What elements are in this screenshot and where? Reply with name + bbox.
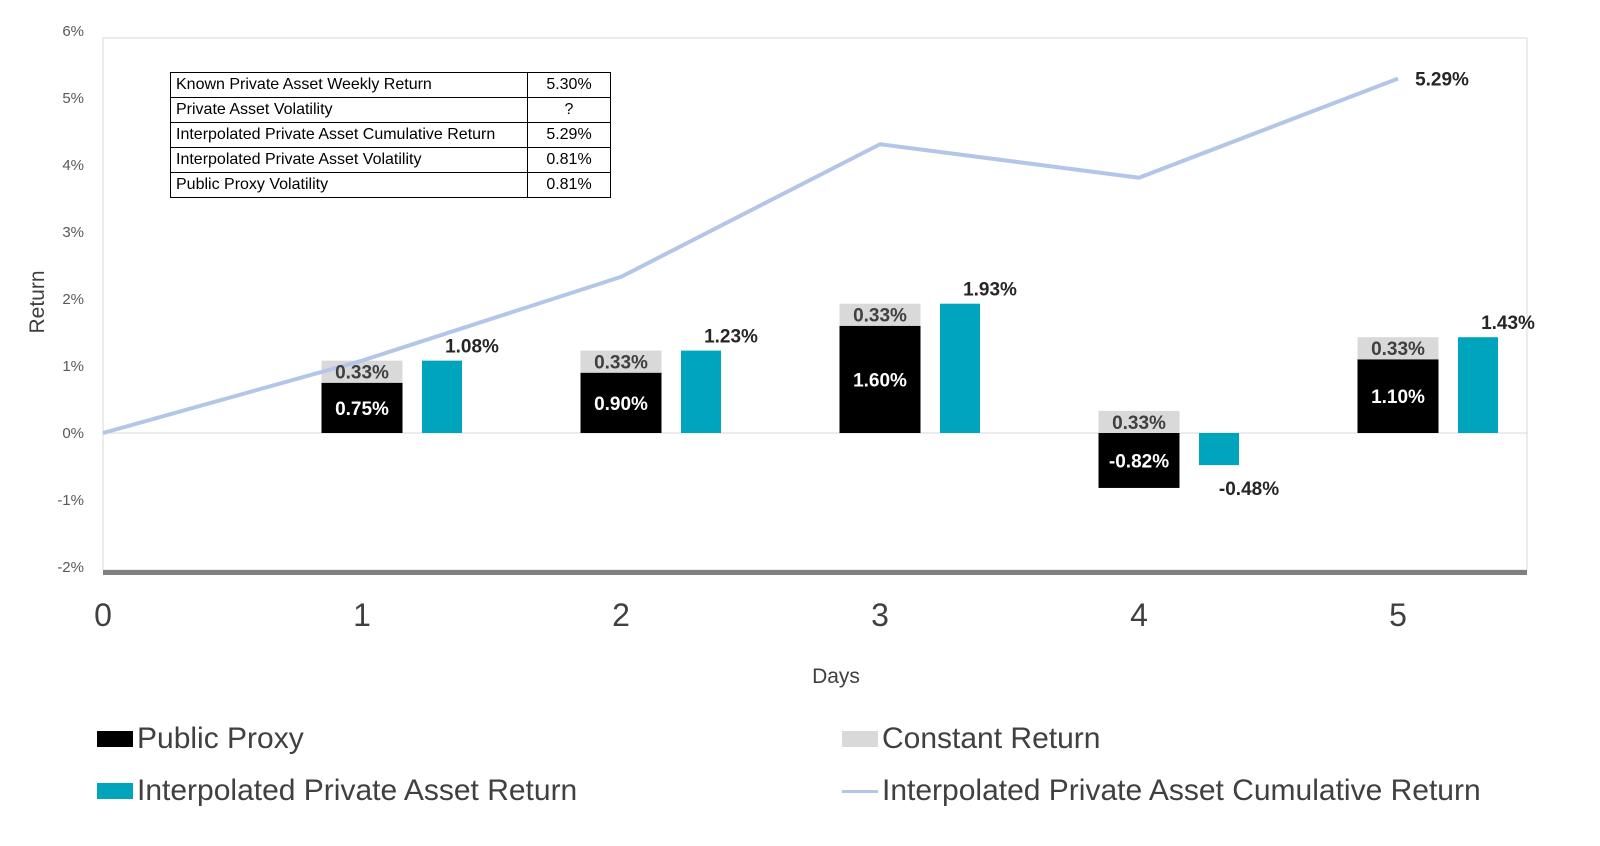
bar-interpolated-return bbox=[1458, 337, 1498, 433]
legend-line-cumulative-return bbox=[842, 789, 878, 793]
x-tick-label: 2 bbox=[612, 597, 630, 633]
table-row-value: 0.81% bbox=[527, 172, 611, 198]
data-label-public-proxy: 0.75% bbox=[335, 399, 389, 420]
y-tick-label: 0% bbox=[62, 425, 84, 442]
data-label-interpolated-return: 1.43% bbox=[1481, 313, 1535, 334]
table-row-value: 0.81% bbox=[527, 147, 611, 173]
data-label-interpolated-return: 1.08% bbox=[445, 337, 499, 358]
bar-public-proxy bbox=[321, 382, 403, 433]
data-label-constant-return: 0.33% bbox=[594, 353, 648, 374]
y-axis-ticks: -2% -1% 0% 1% 2% 3% 4% 5% 6% bbox=[57, 23, 84, 576]
legend-label-interpolated-return: Interpolated Private Asset Return bbox=[137, 774, 578, 807]
y-tick-label: -1% bbox=[57, 492, 84, 509]
legend-swatch-public-proxy bbox=[97, 731, 133, 747]
x-tick-label: 0 bbox=[94, 597, 112, 633]
x-tick-label: 4 bbox=[1130, 597, 1148, 633]
x-tick-label: 5 bbox=[1389, 597, 1407, 633]
table-row: Private Asset Volatility? bbox=[170, 97, 611, 123]
x-axis-bar bbox=[103, 570, 1527, 575]
y-tick-label: 4% bbox=[62, 157, 84, 174]
bar-public-proxy bbox=[580, 372, 662, 433]
y-axis-title: Return bbox=[26, 270, 49, 333]
bar-constant-return bbox=[580, 350, 662, 373]
data-label-interpolated-return: -0.48% bbox=[1219, 479, 1279, 500]
x-tick-label: 1 bbox=[353, 597, 371, 633]
bar-public-proxy bbox=[1357, 359, 1439, 433]
bar-public-proxy bbox=[1098, 433, 1180, 488]
y-tick-label: 2% bbox=[62, 291, 84, 308]
x-axis-ticks: 0 1 2 3 4 5 bbox=[94, 597, 1407, 633]
y-tick-label: 1% bbox=[62, 358, 84, 375]
legend-label-cumulative-return: Interpolated Private Asset Cumulative Re… bbox=[882, 774, 1481, 807]
table-row-label: Interpolated Private Asset Cumulative Re… bbox=[170, 122, 528, 148]
y-tick-label: 6% bbox=[62, 23, 84, 40]
bar-constant-return bbox=[1098, 410, 1180, 433]
table-row-label: Known Private Asset Weekly Return bbox=[170, 72, 528, 98]
legend-item-interpolated-return: Interpolated Private Asset Return bbox=[97, 774, 577, 808]
data-label-constant-return: 0.33% bbox=[1112, 413, 1166, 434]
legend-item-public-proxy: Public Proxy bbox=[97, 722, 304, 756]
legend-item-cumulative-return: Interpolated Private Asset Cumulative Re… bbox=[842, 774, 1481, 808]
legend-label-constant-return: Constant Return bbox=[882, 722, 1101, 755]
bar-constant-return bbox=[839, 303, 921, 326]
table-row-label: Interpolated Private Asset Volatility bbox=[170, 147, 528, 173]
bar-interpolated-return bbox=[681, 350, 721, 433]
legend-swatch-constant-return bbox=[842, 731, 878, 747]
bars bbox=[321, 303, 1498, 488]
bar-interpolated-return bbox=[940, 303, 980, 433]
y-tick-label: -2% bbox=[57, 559, 84, 576]
table-row-value: 5.29% bbox=[527, 122, 611, 148]
table-row-value: ? bbox=[527, 97, 611, 123]
table-row: Public Proxy Volatility 0.81% bbox=[170, 172, 611, 198]
table-row-value: 5.30% bbox=[527, 72, 611, 98]
data-label-public-proxy: 1.60% bbox=[853, 370, 907, 391]
data-label-constant-return: 0.33% bbox=[853, 306, 907, 327]
legend-item-constant-return: Constant Return bbox=[842, 722, 1100, 756]
data-label-cumulative-end: 5.29% bbox=[1415, 70, 1469, 91]
table-row: Interpolated Private Asset Cumulative Re… bbox=[170, 122, 611, 148]
data-label-interpolated-return: 1.93% bbox=[963, 280, 1017, 301]
data-label-public-proxy: 0.90% bbox=[594, 394, 648, 415]
data-label-public-proxy: 1.10% bbox=[1371, 387, 1425, 408]
table-row-label: Public Proxy Volatility bbox=[170, 172, 528, 198]
data-labels: 0.75% 0.33% 1.08% 0.90% 0.33% 1.23% 1.60% 0.33%… bbox=[335, 70, 1535, 501]
data-label-constant-return: 0.33% bbox=[335, 363, 389, 384]
y-tick-label: 5% bbox=[62, 90, 84, 107]
x-axis-title: Days bbox=[812, 665, 860, 688]
legend-label-public-proxy: Public Proxy bbox=[137, 722, 304, 755]
data-label-interpolated-return: 1.23% bbox=[704, 327, 758, 348]
cumulative-line bbox=[102, 76, 1399, 435]
cumulative-return-line bbox=[102, 76, 1399, 435]
data-label-public-proxy: -0.82% bbox=[1109, 451, 1169, 472]
bar-interpolated-return bbox=[422, 360, 462, 433]
legend-swatch-interpolated-return bbox=[97, 783, 133, 799]
table-row: Interpolated Private Asset Volatility 0.8… bbox=[170, 147, 611, 173]
bar-public-proxy bbox=[839, 325, 921, 433]
stats-table: Known Private Asset Weekly Return 5.30% Pr… bbox=[170, 72, 611, 198]
table-row-label: Private Asset Volatility bbox=[170, 97, 528, 123]
data-label-constant-return: 0.33% bbox=[1371, 339, 1425, 360]
bar-interpolated-return bbox=[1199, 433, 1239, 466]
bar-constant-return bbox=[1357, 337, 1439, 360]
table-row: Known Private Asset Weekly Return 5.30% bbox=[170, 72, 611, 98]
y-tick-label: 3% bbox=[62, 224, 84, 241]
x-tick-label: 3 bbox=[871, 597, 889, 633]
